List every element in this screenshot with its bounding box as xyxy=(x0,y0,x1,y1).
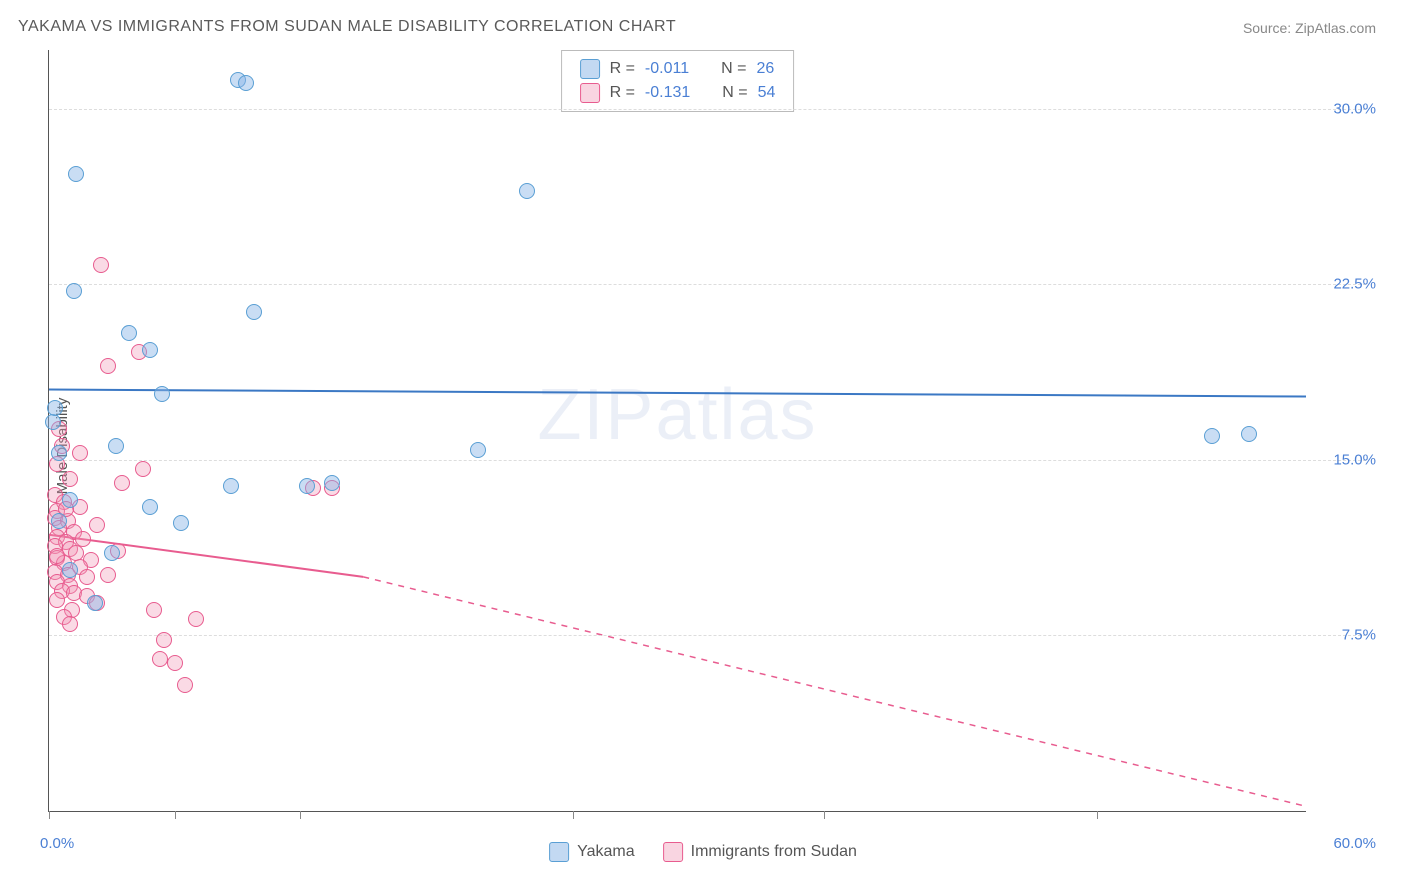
scatter-point xyxy=(142,499,158,515)
x-tick xyxy=(300,811,301,819)
r-label: R = xyxy=(610,84,635,102)
scatter-point xyxy=(66,283,82,299)
trend-line-pink-dashed xyxy=(363,577,1306,806)
x-max-label: 60.0% xyxy=(1333,835,1376,852)
scatter-point xyxy=(135,461,151,477)
correlation-legend: R = -0.011 N = 26 R = -0.131 N = 54 xyxy=(561,50,795,112)
scatter-point xyxy=(1204,428,1220,444)
n-label: N = xyxy=(721,60,746,78)
scatter-point xyxy=(177,677,193,693)
swatch-pink-icon xyxy=(663,842,683,862)
scatter-point xyxy=(49,548,65,564)
x-tick xyxy=(49,811,50,819)
watermark: ZIPatlas xyxy=(537,374,817,456)
legend-item-yakama: Yakama xyxy=(549,842,635,862)
swatch-pink-icon xyxy=(580,83,600,103)
chart-plot-area: ZIPatlas R = -0.011 N = 26 R = -0.131 N … xyxy=(48,50,1306,812)
n-value: 26 xyxy=(756,60,774,78)
watermark-light: atlas xyxy=(655,375,817,455)
scatter-point xyxy=(154,386,170,402)
scatter-point xyxy=(49,592,65,608)
r-value: -0.131 xyxy=(645,84,690,102)
x-min-label: 0.0% xyxy=(40,835,74,852)
scatter-point xyxy=(93,257,109,273)
scatter-point xyxy=(146,602,162,618)
scatter-point xyxy=(62,562,78,578)
scatter-point xyxy=(45,414,61,430)
swatch-blue-icon xyxy=(580,59,600,79)
scatter-point xyxy=(72,445,88,461)
gridline xyxy=(49,635,1366,636)
r-value: -0.011 xyxy=(645,60,689,78)
trend-lines-svg xyxy=(49,50,1306,811)
scatter-point xyxy=(1241,426,1257,442)
legend-row-blue: R = -0.011 N = 26 xyxy=(580,57,776,81)
scatter-point xyxy=(156,632,172,648)
scatter-point xyxy=(246,304,262,320)
x-tick xyxy=(824,811,825,819)
scatter-point xyxy=(108,438,124,454)
n-value: 54 xyxy=(758,84,776,102)
scatter-point xyxy=(299,478,315,494)
x-tick xyxy=(175,811,176,819)
scatter-point xyxy=(47,400,63,416)
scatter-point xyxy=(238,75,254,91)
source-label: Source: ZipAtlas.com xyxy=(1243,20,1376,36)
scatter-point xyxy=(68,166,84,182)
scatter-point xyxy=(188,611,204,627)
scatter-point xyxy=(100,358,116,374)
scatter-point xyxy=(114,475,130,491)
swatch-blue-icon xyxy=(549,842,569,862)
x-tick xyxy=(1097,811,1098,819)
y-tick-label: 30.0% xyxy=(1333,100,1376,117)
chart-title: YAKAMA VS IMMIGRANTS FROM SUDAN MALE DIS… xyxy=(18,18,676,36)
scatter-point xyxy=(62,492,78,508)
gridline xyxy=(49,460,1366,461)
scatter-point xyxy=(324,475,340,491)
scatter-point xyxy=(142,342,158,358)
scatter-point xyxy=(51,445,67,461)
scatter-point xyxy=(51,513,67,529)
legend-label: Yakama xyxy=(577,843,635,861)
legend-row-pink: R = -0.131 N = 54 xyxy=(580,81,776,105)
scatter-point xyxy=(100,567,116,583)
y-tick-label: 7.5% xyxy=(1342,627,1376,644)
scatter-point xyxy=(62,616,78,632)
scatter-point xyxy=(152,651,168,667)
scatter-point xyxy=(173,515,189,531)
x-tick xyxy=(573,811,574,819)
scatter-point xyxy=(87,595,103,611)
scatter-point xyxy=(75,531,91,547)
trend-line-blue xyxy=(49,390,1306,397)
y-tick-label: 22.5% xyxy=(1333,276,1376,293)
scatter-point xyxy=(167,655,183,671)
scatter-point xyxy=(519,183,535,199)
watermark-bold: ZIP xyxy=(537,375,655,455)
legend-label: Immigrants from Sudan xyxy=(691,843,857,861)
scatter-point xyxy=(104,545,120,561)
series-legend: Yakama Immigrants from Sudan xyxy=(549,842,857,862)
r-label: R = xyxy=(610,60,635,78)
n-label: N = xyxy=(722,84,747,102)
gridline xyxy=(49,109,1366,110)
gridline xyxy=(49,284,1366,285)
legend-item-sudan: Immigrants from Sudan xyxy=(663,842,857,862)
scatter-point xyxy=(89,517,105,533)
y-tick-label: 15.0% xyxy=(1333,451,1376,468)
scatter-point xyxy=(62,471,78,487)
scatter-point xyxy=(79,569,95,585)
scatter-point xyxy=(223,478,239,494)
scatter-point xyxy=(470,442,486,458)
scatter-point xyxy=(121,325,137,341)
